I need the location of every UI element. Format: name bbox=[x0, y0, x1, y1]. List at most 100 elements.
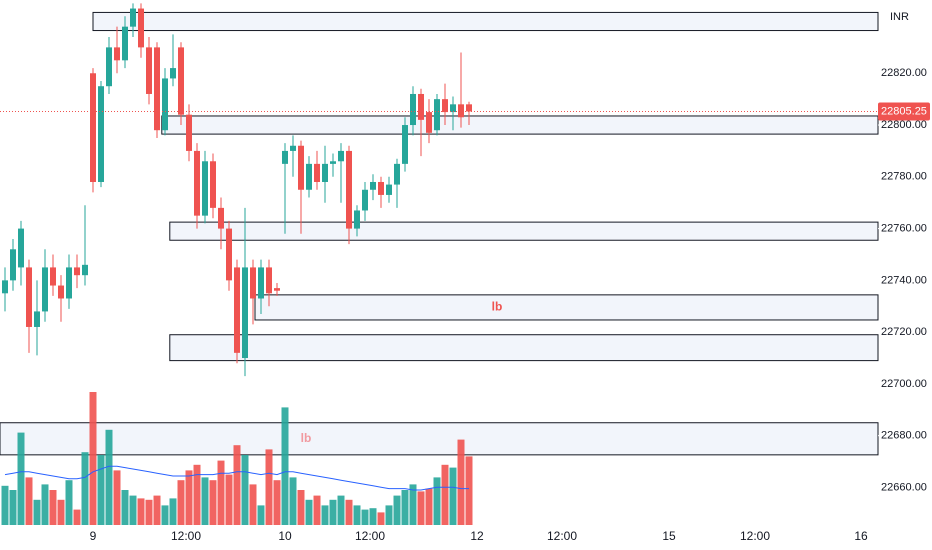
candle-body bbox=[138, 8, 144, 48]
candle-body bbox=[434, 99, 440, 131]
x-tick-label: 12:00 bbox=[740, 529, 770, 543]
volume-bar bbox=[401, 490, 409, 525]
candle-body bbox=[10, 249, 16, 281]
candle-body bbox=[466, 104, 472, 112]
zone-label: lb bbox=[301, 431, 312, 445]
candle-body bbox=[2, 280, 8, 294]
volume-bar bbox=[305, 499, 313, 525]
volume-bar bbox=[201, 477, 209, 525]
y-tick-label: 22720.00 bbox=[881, 326, 927, 338]
x-tick-label: 12 bbox=[470, 529, 484, 543]
candle-body bbox=[410, 93, 416, 126]
volume-bar bbox=[289, 477, 297, 525]
candle-body bbox=[354, 210, 360, 229]
volume-bar bbox=[225, 474, 233, 525]
candle-body bbox=[362, 189, 368, 211]
volume-bar bbox=[273, 480, 281, 525]
candle-body bbox=[266, 267, 272, 294]
volume-bar bbox=[89, 392, 97, 525]
volume-bar bbox=[393, 495, 401, 525]
volume-bar bbox=[409, 484, 417, 525]
last-price-label: 22805.25 bbox=[881, 105, 927, 117]
volume-bar bbox=[105, 429, 113, 525]
candle-body bbox=[234, 267, 240, 353]
candle-body bbox=[154, 47, 160, 131]
volume-bar bbox=[153, 495, 161, 525]
candle-body bbox=[314, 163, 320, 182]
candle-body bbox=[42, 267, 48, 312]
x-tick-label: 15 bbox=[662, 529, 676, 543]
volume-bar bbox=[465, 456, 473, 525]
volume-bar bbox=[1, 485, 9, 525]
candle-body bbox=[306, 163, 312, 190]
x-tick-label: 12:00 bbox=[171, 529, 201, 543]
zone bbox=[169, 221, 879, 241]
y-tick-label: 22680.00 bbox=[881, 430, 927, 442]
volume-bar bbox=[65, 480, 73, 525]
volume-bar bbox=[297, 490, 305, 525]
y-tick-label: 22820.00 bbox=[881, 67, 927, 79]
candle-body bbox=[74, 267, 80, 276]
volume-bar bbox=[265, 449, 273, 525]
volume-bar bbox=[361, 509, 369, 525]
volume-bar bbox=[169, 498, 177, 525]
candle-body bbox=[242, 267, 248, 359]
candle-body bbox=[458, 104, 464, 118]
candle-body bbox=[338, 150, 344, 162]
candle-body bbox=[66, 267, 72, 299]
candle-body bbox=[450, 104, 456, 113]
volume-bar bbox=[73, 509, 81, 525]
volume-bar bbox=[49, 490, 57, 525]
candle-body bbox=[322, 163, 328, 182]
volume-bar bbox=[457, 439, 465, 525]
volume-bar bbox=[17, 432, 25, 525]
candle-body bbox=[386, 184, 392, 195]
volume-bar bbox=[57, 499, 65, 525]
volume-ma-line bbox=[4, 465, 469, 491]
candle-body bbox=[106, 47, 112, 87]
candle-body bbox=[218, 207, 224, 229]
volume-bar bbox=[369, 508, 377, 525]
candle-body bbox=[82, 264, 88, 276]
volume-bar bbox=[385, 505, 393, 525]
candle-body bbox=[282, 150, 288, 164]
zone bbox=[254, 294, 879, 321]
candle-body bbox=[426, 112, 432, 133]
volume-bar bbox=[81, 452, 89, 525]
volume-bar bbox=[345, 499, 353, 525]
volume-bar bbox=[193, 464, 201, 525]
candle-body bbox=[18, 228, 24, 268]
x-tick-label: 12:00 bbox=[547, 529, 577, 543]
zone bbox=[169, 334, 879, 362]
y-tick-label: 22660.00 bbox=[881, 481, 927, 493]
volume-bar bbox=[377, 512, 385, 525]
candle-body bbox=[258, 267, 264, 299]
candle-body bbox=[226, 228, 232, 281]
candle-body bbox=[194, 150, 200, 216]
volume-bar bbox=[177, 480, 185, 525]
x-tick-label: 9 bbox=[90, 529, 97, 543]
x-tick-label: 16 bbox=[854, 529, 868, 543]
zone-label: lb bbox=[492, 300, 503, 314]
volume-bar bbox=[129, 495, 137, 525]
candle-body bbox=[186, 114, 192, 151]
candle-body bbox=[114, 47, 120, 61]
candle-body bbox=[330, 161, 336, 164]
volume-bar bbox=[329, 499, 337, 525]
volume-bar bbox=[441, 464, 449, 525]
volume-bar bbox=[241, 455, 249, 525]
volume-bar bbox=[9, 490, 17, 525]
y-tick-label: 22740.00 bbox=[881, 274, 927, 286]
volume-bar bbox=[185, 470, 193, 525]
candle-body bbox=[298, 145, 304, 190]
zone bbox=[161, 115, 879, 135]
candle-body bbox=[178, 47, 184, 115]
volume-bar bbox=[281, 407, 289, 525]
y-tick-label: 22700.00 bbox=[881, 378, 927, 390]
volume-bar bbox=[257, 505, 265, 525]
candle-body bbox=[402, 125, 408, 164]
candle-body bbox=[26, 267, 32, 327]
volume-bar bbox=[321, 505, 329, 525]
zone bbox=[0, 422, 879, 456]
